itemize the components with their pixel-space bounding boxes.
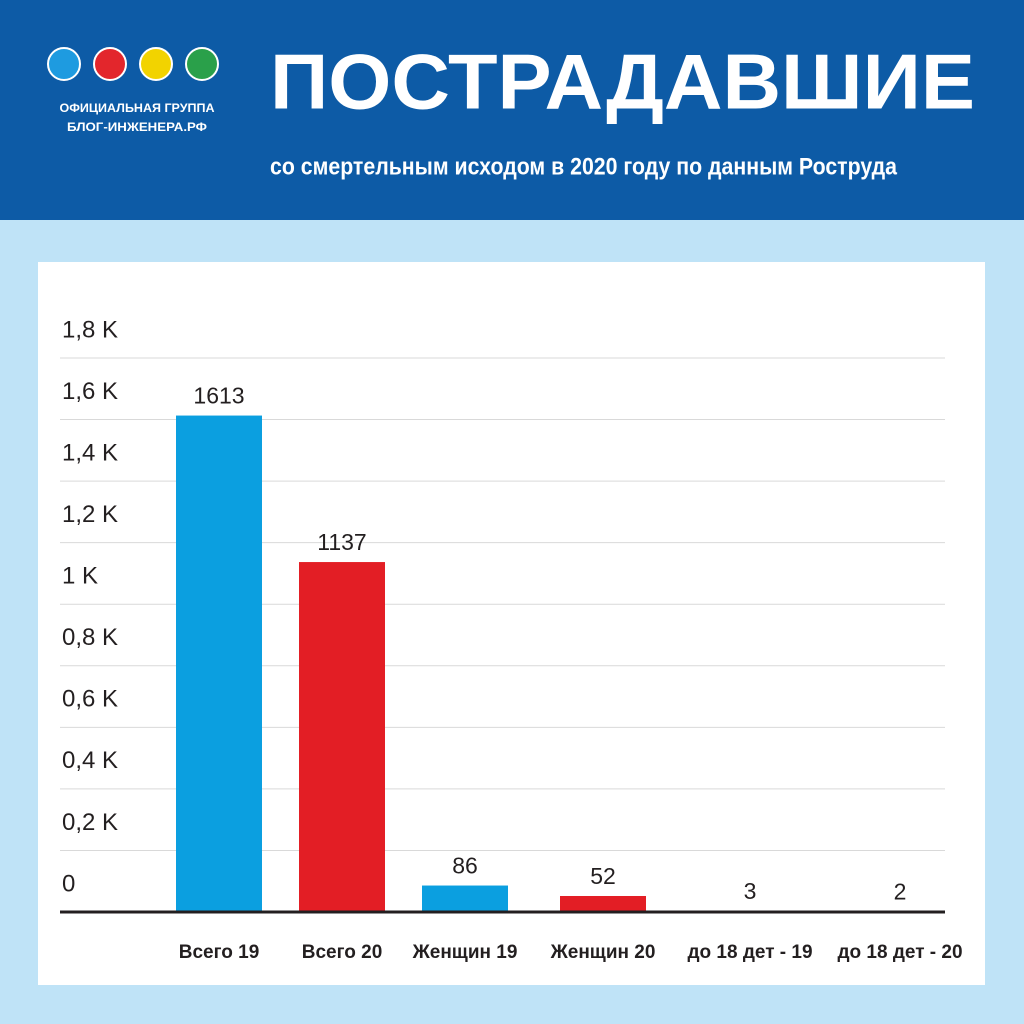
y-tick-label: 0,8 K <box>62 624 118 651</box>
value-label: 3 <box>744 878 757 904</box>
value-label: 86 <box>452 853 478 879</box>
x-tick-label: Женщин 19 <box>412 942 518 963</box>
x-tick-label: до 18 дет - 19 <box>687 942 812 963</box>
y-tick-label: 1,2 K <box>62 501 118 528</box>
icon <box>47 47 81 81</box>
value-label: 52 <box>590 863 616 889</box>
chart-title: ПОСТРАДАВШИЕ <box>270 38 975 126</box>
value-label: 1613 <box>193 383 244 409</box>
y-tick-label: 1,6 K <box>62 378 118 405</box>
logo-text: БЛОГ-ИНЖЕНЕРА.РФ <box>67 120 207 134</box>
x-tick-label: Всего 20 <box>302 942 383 963</box>
x-tick-label: Женщин 20 <box>550 942 656 963</box>
icon <box>185 47 219 81</box>
y-tick-label: 1,8 K <box>62 316 118 343</box>
icon <box>93 47 127 81</box>
value-label: 1137 <box>317 529 366 555</box>
logo-icons <box>47 47 219 81</box>
y-tick-label: 1,4 K <box>62 439 118 466</box>
x-tick-label: до 18 дет - 20 <box>837 942 962 963</box>
logo-text: ОФИЦИАЛЬНАЯ ГРУППА <box>60 101 215 115</box>
bar <box>422 885 508 912</box>
chart-subtitle: со смертельным исходом в 2020 году по да… <box>270 153 898 180</box>
bar <box>176 415 262 912</box>
bar <box>560 895 646 912</box>
y-tick-label: 0,2 K <box>62 809 118 836</box>
y-tick-label: 0 <box>62 870 75 897</box>
y-tick-label: 0,6 K <box>62 686 118 713</box>
icon <box>139 47 173 81</box>
value-label: 2 <box>894 878 907 904</box>
x-tick-label: Всего 19 <box>179 942 260 963</box>
header-band <box>0 0 1024 220</box>
y-tick-label: 0,4 K <box>62 747 118 774</box>
y-tick-label: 1 K <box>62 563 98 590</box>
bar <box>299 562 385 912</box>
